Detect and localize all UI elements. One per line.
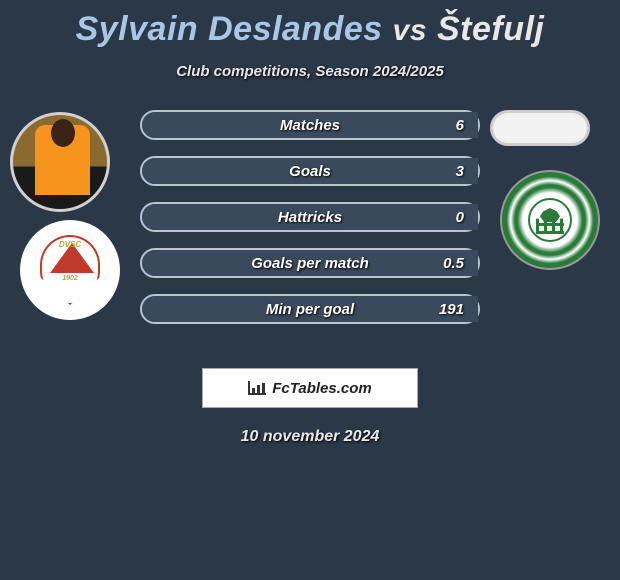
- stat-label: Hattricks: [142, 209, 478, 226]
- stat-value-right: 6: [456, 117, 464, 134]
- stat-rows: Matches 6 Goals 3 Hattricks 0 Goals per …: [140, 110, 480, 340]
- stat-value-right: 191: [439, 301, 464, 318]
- stat-row-matches: Matches 6: [140, 110, 480, 140]
- club1-crest-icon: DVSC 1902: [40, 235, 100, 305]
- vs-separator: vs: [393, 14, 427, 47]
- stat-row-min-per-goal: Min per goal 191: [140, 294, 480, 324]
- stat-label: Matches: [142, 117, 478, 134]
- subtitle: Club competitions, Season 2024/2025: [0, 63, 620, 80]
- club2-crest-icon: [528, 198, 572, 242]
- player1-name: Sylvain Deslandes: [76, 10, 383, 48]
- site-logo-text: FcTables.com: [272, 380, 371, 397]
- stat-label: Goals: [142, 163, 478, 180]
- comparison-title: Sylvain Deslandes vs Štefulj: [0, 0, 620, 49]
- stat-row-goals: Goals 3: [140, 156, 480, 186]
- stat-label: Min per goal: [142, 301, 478, 318]
- player2-photo-placeholder: [490, 110, 590, 146]
- club2-badge: [500, 170, 600, 270]
- club1-abbr: DVSC: [42, 240, 98, 249]
- player2-name: Štefulj: [437, 10, 544, 48]
- stat-row-hattricks: Hattricks 0: [140, 202, 480, 232]
- bar-chart-icon: [248, 381, 266, 395]
- stat-value-right: 3: [456, 163, 464, 180]
- club1-year: 1902: [42, 275, 98, 282]
- site-logo-box[interactable]: FcTables.com: [202, 368, 418, 408]
- stat-value-right: 0: [456, 209, 464, 226]
- player1-photo: [10, 112, 110, 212]
- stats-area: DVSC 1902 Matches 6 Goals 3 Hattricks 0 …: [0, 110, 620, 360]
- stat-value-right: 0.5: [443, 255, 464, 272]
- club1-badge: DVSC 1902: [20, 220, 120, 320]
- stat-row-goals-per-match: Goals per match 0.5: [140, 248, 480, 278]
- date-line: 10 november 2024: [0, 428, 620, 446]
- stat-label: Goals per match: [142, 255, 478, 272]
